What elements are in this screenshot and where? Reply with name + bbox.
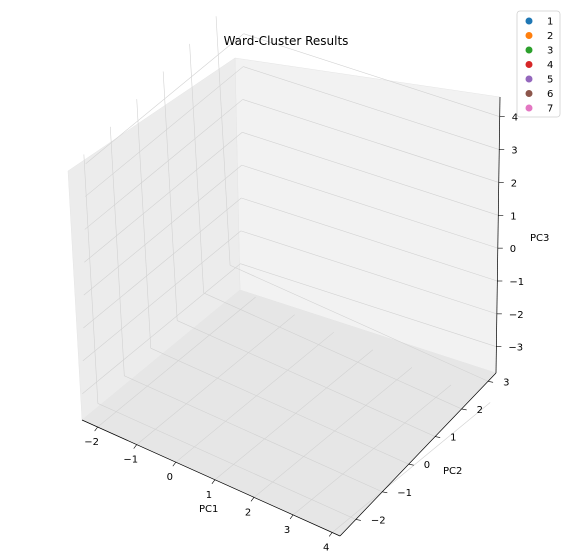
grid-line-pc2 xyxy=(177,320,436,437)
grid-line-pc1 xyxy=(292,384,452,516)
tick-label-pc2: −1 xyxy=(397,488,412,499)
z-axis-label: PC3 xyxy=(530,233,549,244)
tick-mark-pc1 xyxy=(133,444,137,449)
tick-mark-pc2 xyxy=(435,436,441,438)
grid-line-pc3-left xyxy=(83,197,242,329)
grid-lines xyxy=(82,16,500,533)
grid-line-pc3-left xyxy=(84,99,243,230)
y-axis-line xyxy=(339,372,497,537)
legend-marker xyxy=(525,46,533,54)
tick-label-pc3: 3 xyxy=(511,146,517,157)
tick-label-pc2: 3 xyxy=(503,377,509,388)
grid-line-pc1 xyxy=(331,402,491,533)
legend-marker xyxy=(525,17,533,25)
legend-label: 5 xyxy=(547,75,553,86)
grid-line-pc1 xyxy=(214,349,374,480)
legend-label: 4 xyxy=(547,60,553,71)
grid-line-pc3-left xyxy=(84,132,243,263)
grid-line-pc2-left xyxy=(162,71,178,321)
legend-label: 2 xyxy=(547,31,553,42)
tick-label-pc3: −3 xyxy=(508,343,523,354)
tick-mark-pc1 xyxy=(172,462,177,467)
grid-line-pc1 xyxy=(97,296,256,428)
grid-line-pc3-left xyxy=(82,263,241,394)
legend-box xyxy=(516,10,561,118)
grid-line-pc3 xyxy=(242,99,499,183)
z-axis-line xyxy=(495,96,501,374)
grid-line-pc3 xyxy=(241,197,498,282)
x-axis-label: PC1 xyxy=(199,504,218,515)
grid-line-pc3 xyxy=(240,230,497,315)
grid-line-pc3 xyxy=(241,164,498,249)
tick-label-pc1: 3 xyxy=(284,525,290,536)
grid-line-pc2-left xyxy=(189,43,204,293)
grid-line-pc2 xyxy=(97,403,356,520)
grid-line-pc3 xyxy=(243,33,500,117)
tick-label-pc1: 0 xyxy=(167,472,173,483)
tick-mark-pc1 xyxy=(328,532,333,537)
tick-label-pc3: 4 xyxy=(512,113,518,124)
tick-labels: −2 −1 0 1 2 3 4 −2 −1 0 1 2 3 −3 −2 −1 0 1 2 3 4 xyxy=(84,113,524,554)
tick-label-pc1: −1 xyxy=(123,455,138,466)
tick-label-pc1: −2 xyxy=(84,437,99,448)
legend-marker xyxy=(525,61,533,68)
grid-line-pc2 xyxy=(124,375,383,493)
grid-line-pc2-left xyxy=(215,16,231,266)
legend: 1 2 3 4 5 6 7 xyxy=(516,10,561,118)
tick-label-pc1: 1 xyxy=(206,490,212,501)
chart-title: Ward-Cluster Results xyxy=(224,34,349,48)
grid-line-pc1 xyxy=(253,367,413,498)
legend-marker xyxy=(525,75,533,83)
grid-line-pc3-left xyxy=(85,66,244,197)
grid-line-pc3 xyxy=(240,263,497,347)
tick-label-pc2: −2 xyxy=(371,515,386,526)
grid-line-pc2 xyxy=(203,292,462,410)
grid-line-pc3-left xyxy=(83,164,243,296)
legend-marker xyxy=(525,90,533,97)
axes-lines xyxy=(81,96,505,537)
y-axis-label: PC2 xyxy=(443,466,462,477)
tick-label-pc3: 2 xyxy=(511,178,517,189)
tick-label-pc2: 1 xyxy=(450,433,456,444)
legend-label: 6 xyxy=(547,89,553,100)
grid-line-pc2 xyxy=(150,347,409,465)
legend-label: 1 xyxy=(547,17,553,28)
grid-line-pc1 xyxy=(175,331,335,463)
tick-mark-pc1 xyxy=(94,426,98,432)
tick-mark-pc1 xyxy=(211,479,216,484)
tick-label-pc1: 4 xyxy=(323,542,329,553)
grid-line-pc3-left xyxy=(85,33,244,164)
grid-line-pc2-left xyxy=(110,126,125,376)
tick-label-pc3: 1 xyxy=(510,211,516,222)
grid-line-pc3-left xyxy=(82,230,242,362)
tick-mark-pc2 xyxy=(488,380,494,383)
tick-mark-pc2 xyxy=(355,519,361,521)
tick-label-pc2: 0 xyxy=(424,460,430,471)
grid-line-pc3 xyxy=(242,132,499,216)
tick-label-pc2: 2 xyxy=(477,405,483,416)
axes-panes xyxy=(67,57,501,537)
tick-mark-pc2 xyxy=(461,408,467,411)
tick-label-pc3: −2 xyxy=(509,310,524,321)
tick-mark-pc2 xyxy=(382,491,388,494)
tick-mark-pc1 xyxy=(250,497,255,502)
legend-marker xyxy=(525,32,533,39)
legend-label: 7 xyxy=(547,104,553,115)
legend-label: 3 xyxy=(547,46,553,57)
legend-marker xyxy=(525,104,533,112)
grid-line-pc1 xyxy=(136,314,295,445)
tick-mark-pc2 xyxy=(408,463,414,466)
grid-line-pc3 xyxy=(243,66,500,150)
tick-label-pc3: −1 xyxy=(509,277,524,288)
tick-label-pc3: 0 xyxy=(510,244,516,255)
tick-label-pc1: 2 xyxy=(245,507,251,518)
x-axis-line xyxy=(81,419,341,537)
tick-mark-pc1 xyxy=(289,514,294,520)
grid-line-pc2 xyxy=(229,265,489,382)
